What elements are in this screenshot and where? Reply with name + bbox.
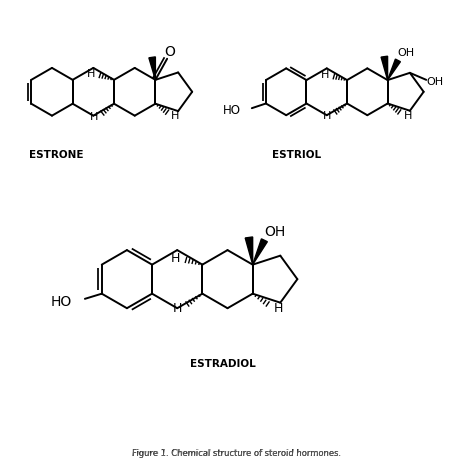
Text: HO: HO (51, 295, 72, 309)
Polygon shape (245, 237, 253, 264)
Text: OH: OH (398, 48, 415, 58)
Text: HO: HO (223, 104, 241, 117)
Text: H: H (403, 110, 412, 121)
Text: H: H (172, 111, 180, 121)
Text: ESTRADIOL: ESTRADIOL (190, 359, 256, 369)
Text: H: H (87, 69, 96, 79)
Text: OH: OH (264, 225, 285, 239)
Polygon shape (381, 56, 388, 80)
Polygon shape (253, 239, 267, 264)
Polygon shape (149, 57, 155, 80)
Text: OH: OH (426, 77, 443, 87)
Text: H: H (173, 302, 182, 315)
Polygon shape (388, 59, 401, 80)
Text: O: O (164, 45, 175, 59)
Text: Figure 1. Chemical structure of steroid hormones.: Figure 1. Chemical structure of steroid … (133, 449, 341, 458)
Text: H: H (90, 112, 98, 122)
Text: H: H (273, 302, 283, 315)
Text: H: H (171, 252, 181, 264)
Text: Figure 1. Chemical structure of steroid hormones.: Figure 1. Chemical structure of steroid … (132, 449, 342, 458)
Text: ESTRIOL: ESTRIOL (272, 150, 321, 160)
Text: H: H (323, 110, 331, 121)
Text: H: H (321, 70, 330, 80)
Text: ESTRONE: ESTRONE (28, 150, 83, 160)
